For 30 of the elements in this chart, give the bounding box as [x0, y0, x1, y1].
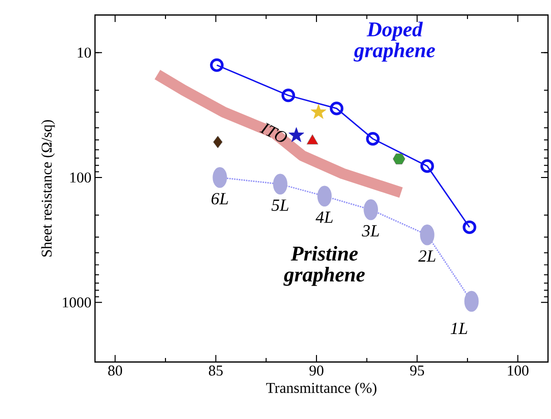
x-tick-label: 85 [208, 366, 223, 376]
point [282, 88, 296, 102]
series-label: Pristine graphene [283, 246, 365, 286]
point [462, 220, 476, 234]
x-tick-label: 100 [508, 366, 528, 376]
y-axis-title: Sheet resistance (Ω/sq) [41, 120, 55, 257]
point [330, 102, 344, 116]
x-tick-label: 90 [309, 366, 324, 376]
y-tick-label: 1000 [62, 297, 91, 308]
text: ITO [260, 122, 287, 142]
annotation: 5L [272, 200, 288, 211]
text: Doped graphene [354, 22, 435, 62]
point [288, 127, 304, 142]
point [213, 136, 222, 148]
annotation: 3L [362, 225, 379, 237]
annotation: 6L [212, 192, 228, 204]
y-tick-label: 100 [70, 172, 91, 183]
point [392, 154, 406, 164]
point [210, 58, 224, 72]
y-tick-label: 10 [78, 48, 91, 58]
x-tick-label: 95 [410, 366, 424, 376]
x-tick-label: 80 [108, 366, 122, 376]
annotation: 2L [418, 250, 436, 262]
x-axis-title: Transmittance (%) [266, 382, 376, 396]
point [420, 159, 434, 173]
point [212, 167, 228, 188]
point [366, 132, 380, 146]
annotation: 1L [450, 322, 468, 334]
point [310, 104, 326, 119]
annotation: 4L [316, 212, 333, 223]
